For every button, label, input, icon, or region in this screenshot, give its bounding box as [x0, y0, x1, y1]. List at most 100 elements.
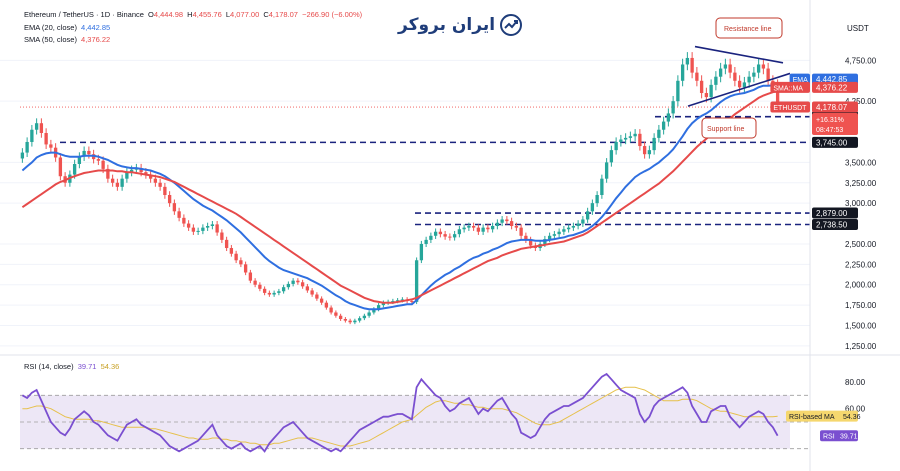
- rsi-tick-label: 80.00: [845, 378, 866, 387]
- candle: [419, 243, 424, 261]
- candle: [410, 301, 414, 303]
- sma-50-series: [21, 89, 778, 304]
- price-tick-label: 3,000.00: [845, 199, 877, 208]
- candle: [125, 172, 129, 179]
- resistance-line: [694, 45, 784, 64]
- resistance-label: Resistance line: [724, 26, 772, 33]
- level-tag: [812, 218, 858, 230]
- candle: [229, 248, 234, 254]
- candle: [353, 320, 357, 323]
- candle: [338, 315, 343, 319]
- candle: [752, 72, 756, 77]
- candle: [324, 302, 329, 308]
- candle: [144, 172, 148, 175]
- price-tag-box: [812, 101, 858, 113]
- support-line: [687, 72, 791, 107]
- rsi-line: [21, 372, 779, 453]
- level-tag: [812, 136, 858, 148]
- candle: [457, 229, 462, 235]
- change-countdown-box: [812, 113, 858, 136]
- candle: [148, 174, 153, 179]
- resistance-label-box: [715, 17, 783, 39]
- candle: [186, 223, 191, 228]
- candle: [581, 219, 585, 224]
- candle: [666, 113, 671, 122]
- candle: [25, 141, 29, 153]
- candle: [576, 223, 580, 226]
- candle: [438, 231, 443, 235]
- candle: [72, 164, 77, 175]
- candle: [609, 150, 614, 163]
- candle: [628, 136, 633, 138]
- candle: [756, 64, 761, 73]
- candle: [571, 226, 576, 228]
- change-pct: +16.31%: [816, 117, 844, 124]
- candle: [315, 294, 319, 299]
- candle: [49, 144, 53, 148]
- candle: [704, 93, 709, 98]
- candle: [277, 291, 281, 293]
- candle: [638, 133, 642, 147]
- rsi-legend-value: 39.71: [77, 362, 97, 371]
- candle: [524, 235, 528, 240]
- candle: [619, 139, 623, 142]
- candle: [319, 298, 324, 303]
- sma-legend-value: 4,376.22: [81, 35, 111, 44]
- candle: [714, 76, 718, 85]
- candle: [514, 226, 519, 228]
- candle: [733, 72, 737, 81]
- candle: [680, 64, 685, 81]
- candle: [153, 178, 158, 183]
- price-tick-label: 2,500.00: [845, 240, 877, 249]
- candle: [695, 72, 699, 81]
- candle: [239, 260, 243, 265]
- price-tag-box: [812, 81, 858, 93]
- chart-grid: [0, 59, 810, 347]
- candle: [424, 239, 428, 244]
- candle: [291, 280, 295, 284]
- candle: [158, 182, 162, 187]
- candle: [742, 82, 747, 88]
- candle: [690, 57, 694, 73]
- candle: [671, 101, 675, 114]
- candle: [334, 312, 338, 316]
- ema-legend[interactable]: EMA (20, close) 4,442.85: [24, 23, 110, 32]
- candle: [547, 235, 552, 240]
- trend-lines: Resistance line Support line: [687, 17, 791, 139]
- ema-20-series: [21, 84, 778, 311]
- candle: [115, 182, 120, 187]
- candle: [296, 280, 300, 283]
- candle: [329, 307, 333, 313]
- rsi-ma-tag-value: 54.36: [843, 414, 861, 421]
- level-tag-label: 2,738.50: [816, 220, 848, 229]
- horizontal-levels: [20, 106, 810, 226]
- price-tick-label: 4,250.00: [845, 97, 877, 106]
- sma-legend[interactable]: SMA (50, close) 4,376.22: [24, 35, 110, 44]
- candle: [205, 226, 210, 228]
- candle: [39, 123, 44, 133]
- candle: [642, 146, 647, 155]
- candle: [96, 159, 101, 161]
- candle: [172, 203, 177, 212]
- candle: [196, 230, 200, 232]
- candle: [243, 264, 248, 273]
- level-tag: [812, 207, 858, 219]
- rsi-legend[interactable]: RSI (14, close) 39.71 54.36: [24, 362, 119, 371]
- candle: [20, 152, 25, 159]
- symbol-legend: Ethereum / TetherUS · 1D · Binance O4,44…: [24, 10, 363, 19]
- countdown: 08:47:53: [816, 127, 843, 134]
- candle: [481, 227, 485, 232]
- candle: [58, 157, 63, 177]
- trend-arrow-icon: [500, 14, 523, 36]
- open-value: 4,444.98: [153, 10, 184, 19]
- rsi-tick-label: 60.00: [845, 405, 866, 414]
- price-tag-name-box: [770, 101, 810, 113]
- rsi-tag-value: 39.71: [840, 434, 858, 441]
- currency-label[interactable]: USDT: [847, 24, 869, 33]
- candle: [391, 301, 395, 303]
- price-tick-label: 2,250.00: [845, 260, 877, 269]
- candle: [281, 287, 286, 292]
- rsi-legend-label: RSI (14, close): [24, 362, 74, 371]
- candle: [182, 217, 186, 224]
